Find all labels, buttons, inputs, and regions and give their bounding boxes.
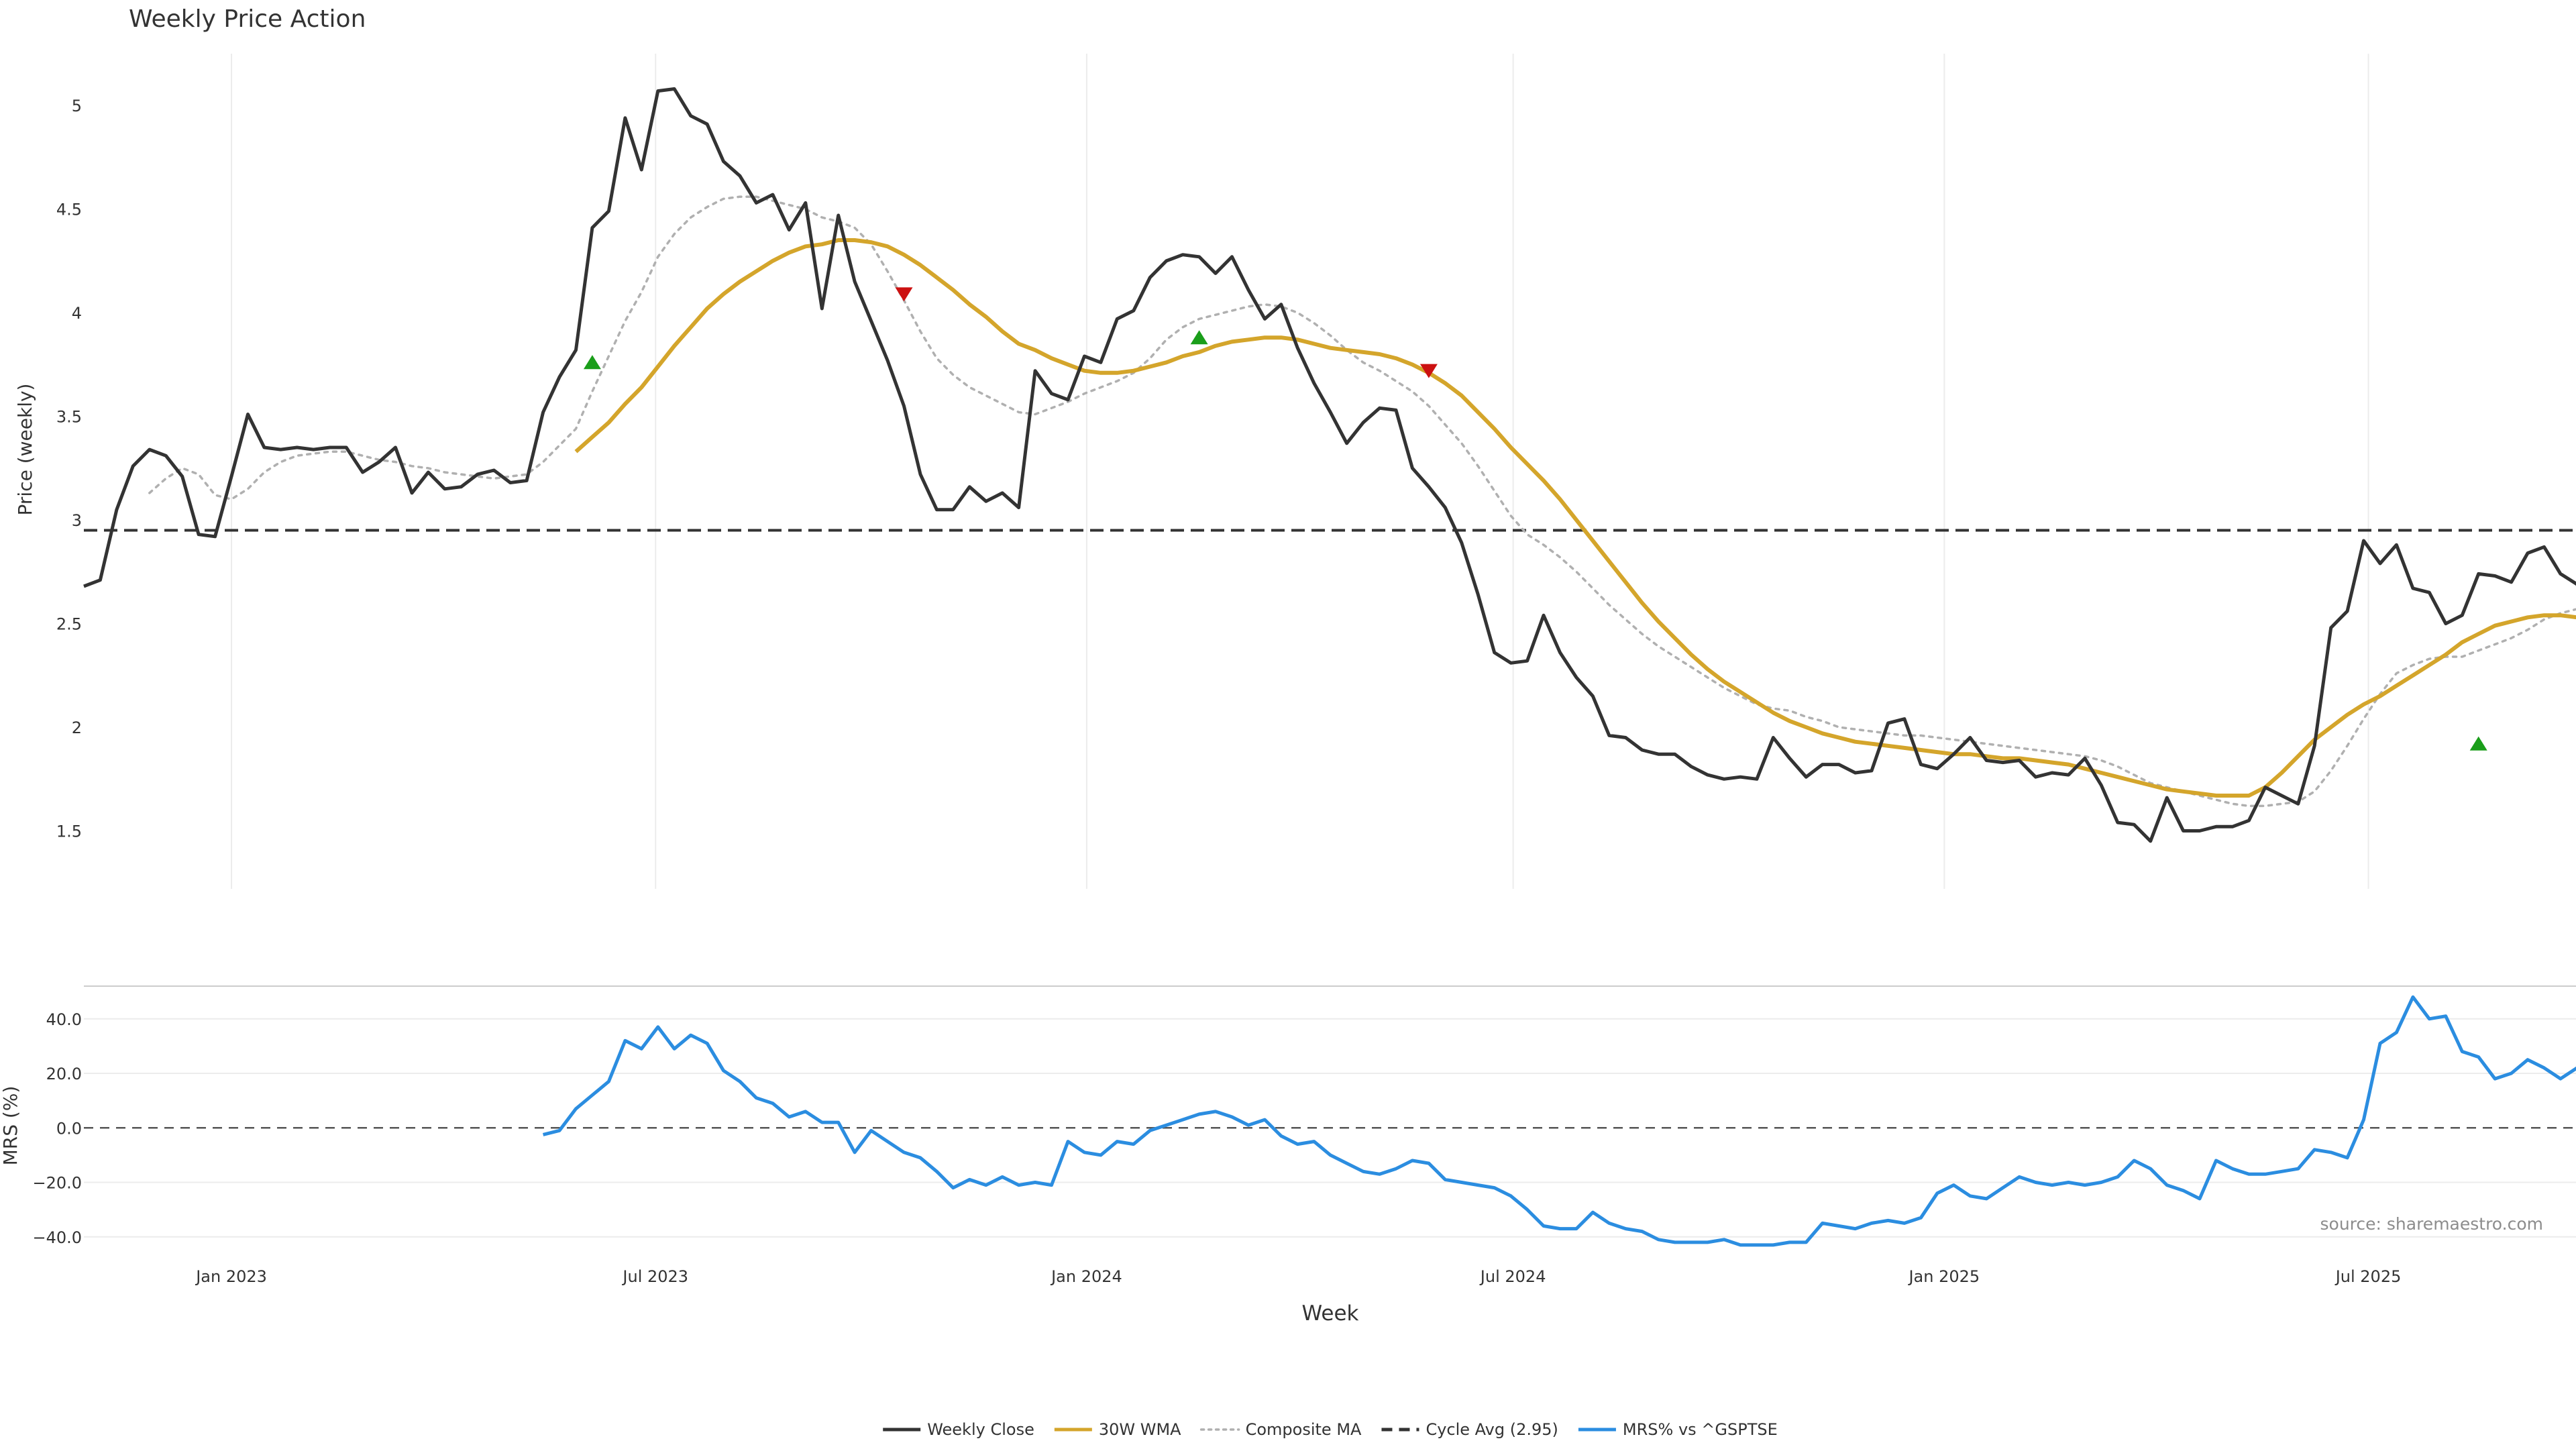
mrs-y-tick-label: −40.0 (32, 1228, 82, 1247)
price-y-axis-title: Price (weekly) (14, 384, 36, 516)
price-series (83, 87, 2576, 843)
weekly-close-line (83, 87, 2576, 843)
price-y-tick-label: 4 (72, 304, 82, 323)
legend-label: MRS% vs ^GSPTSE (1623, 1420, 1778, 1439)
mrs-series (542, 995, 2576, 1247)
legend-label: 30W WMA (1099, 1420, 1181, 1439)
price-y-tick-label: 2.5 (56, 615, 82, 634)
price-y-tick-label: 4.5 (56, 201, 82, 219)
legend-label: Cycle Avg (2.95) (1426, 1420, 1558, 1439)
mrs-y-ticks: −40.0 −20.0 0.0 20.0 40.0 (32, 1010, 82, 1247)
x-axis-title: Week (1302, 1301, 1359, 1326)
sell-signal-marker (1419, 364, 1438, 378)
mrs-line (542, 995, 2576, 1247)
buy-signal-marker (583, 355, 601, 370)
chart-title: Weekly Price Action (129, 5, 366, 33)
x-tick-label: Jul 2024 (1479, 1267, 1546, 1286)
wma-30-line (574, 238, 2576, 798)
price-y-ticks: 1.5 2 2.5 3 3.5 4 4.5 5 (56, 97, 82, 841)
x-axis-ticks: Jan 2023 Jul 2023 Jan 2024 Jul 2024 Jan 2025… (195, 1267, 2401, 1286)
price-y-tick-label: 2 (72, 718, 82, 737)
price-y-tick-label: 5 (72, 97, 82, 115)
price-panel: 1.5 2 2.5 3 3.5 4 4.5 5 Price (weekly) (14, 54, 2576, 889)
mrs-gridlines (84, 1018, 2576, 1238)
buy-signal-marker (1190, 330, 1208, 345)
legend-label: Composite MA (1246, 1420, 1362, 1439)
legend-label: Weekly Close (927, 1420, 1034, 1439)
source-credit: source: sharemaestro.com (2320, 1214, 2544, 1234)
mrs-y-axis-title: MRS (%) (0, 1086, 21, 1166)
mrs-y-tick-label: −20.0 (32, 1174, 82, 1193)
x-tick-label: Jul 2025 (2334, 1267, 2402, 1286)
x-tick-label: Jan 2025 (1907, 1267, 1980, 1286)
sell-signal-marker (895, 287, 913, 302)
mrs-y-tick-label: 40.0 (46, 1010, 82, 1029)
mrs-y-tick-label: 20.0 (46, 1065, 82, 1083)
buy-signal-marker (2469, 736, 2487, 751)
x-tick-label: Jan 2024 (1050, 1267, 1122, 1286)
price-y-tick-label: 1.5 (56, 822, 82, 841)
x-tick-label: Jan 2023 (195, 1267, 267, 1286)
composite-ma-line (148, 195, 2576, 808)
x-tick-label: Jul 2023 (621, 1267, 688, 1286)
mrs-panel: −40.0 −20.0 0.0 20.0 40.0 MRS (%) source: sh… (0, 985, 2576, 1247)
price-y-tick-label: 3.5 (56, 408, 82, 427)
chart-legend: Weekly Close 30W WMA Composite MA Cycle Avg… (883, 1420, 1778, 1439)
price-signals (583, 287, 2487, 751)
price-y-tick-label: 3 (72, 511, 82, 530)
mrs-y-tick-label: 0.0 (56, 1119, 82, 1138)
price-gridlines (231, 54, 2369, 889)
